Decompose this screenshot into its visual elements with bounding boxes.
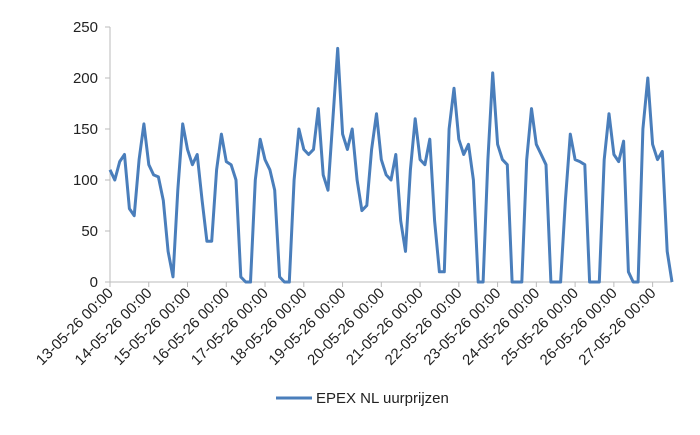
y-tick-label: 50	[81, 223, 98, 240]
y-tick-label: 150	[73, 121, 98, 138]
y-tick-label: 100	[73, 172, 98, 189]
y-tick-label: 200	[73, 70, 98, 87]
legend-label: EPEX NL uurprijzen	[316, 390, 449, 407]
y-tick-label: 0	[90, 274, 98, 291]
y-tick-label: 250	[73, 19, 98, 36]
series-line	[108, 46, 674, 284]
